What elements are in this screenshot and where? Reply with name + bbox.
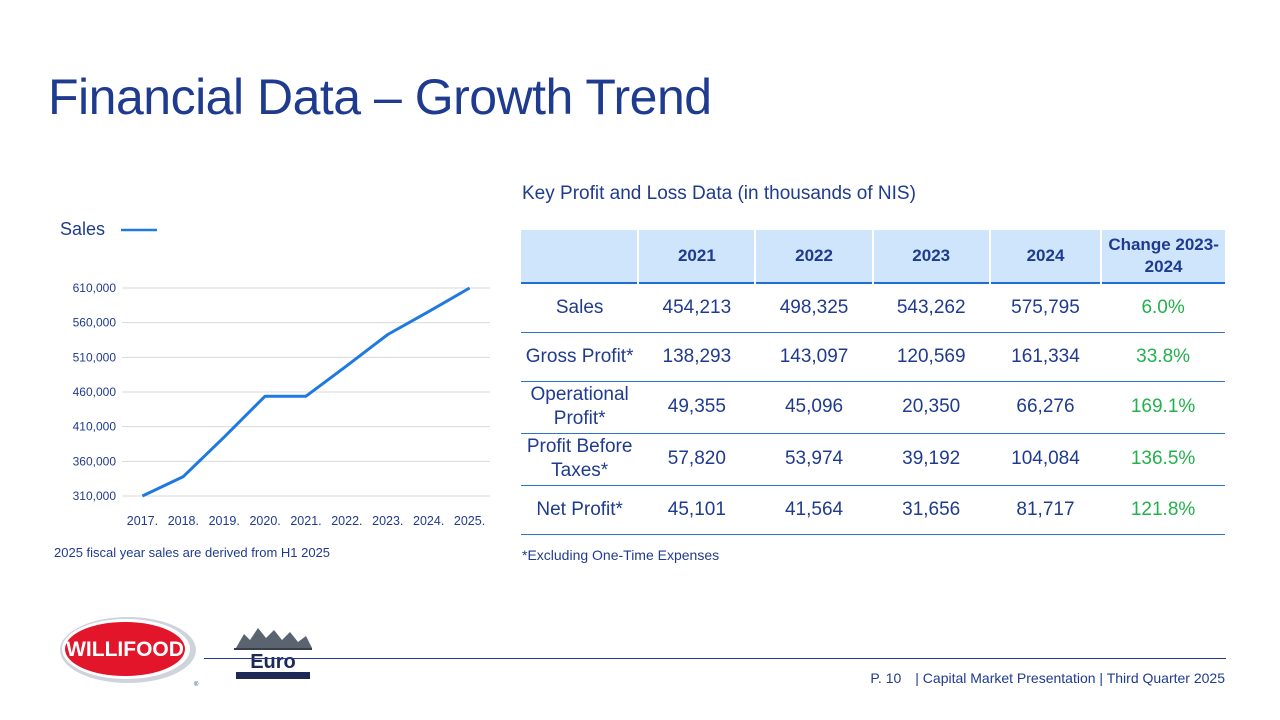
table-cell: 120,569 — [872, 332, 990, 382]
column-header: Change 2023-2024 — [1100, 230, 1225, 283]
y-tick-label: 410,000 — [73, 420, 117, 434]
change-cell: 121.8% — [1101, 485, 1225, 535]
svg-text:®: ® — [194, 681, 199, 688]
table-cell: 498,325 — [755, 283, 873, 333]
column-header: 2021 — [637, 230, 756, 283]
x-tick-label: 2023. — [372, 514, 403, 528]
x-tick-label: 2022. — [331, 514, 362, 528]
y-tick-label: 460,000 — [73, 385, 117, 399]
table-cell: 543,262 — [872, 283, 990, 333]
table-cell: 20,350 — [872, 381, 990, 434]
row-label: Sales — [521, 283, 639, 333]
row-label: Net Profit* — [521, 485, 639, 535]
x-tick-label: 2019. — [209, 514, 240, 528]
table-row: Sales 454,213 498,325 543,262 575,795 6.0% — [521, 283, 1225, 333]
header-blank — [521, 230, 639, 283]
table-footnote: *Excluding One-Time Expenses — [522, 547, 720, 563]
table-row: Gross Profit* 138,293 143,097 120,569 161,33… — [521, 332, 1225, 382]
table-header-row: 2021 2022 2023 2024 Change 2023-2024 — [521, 230, 1225, 283]
table-cell: 31,656 — [872, 485, 990, 535]
y-tick-label: 360,000 — [73, 454, 117, 468]
y-tick-label: 610,000 — [73, 281, 117, 295]
willifood-logo-text: WILLIFOOD — [66, 638, 184, 661]
chart-svg: Sales 310,000 360,000 410,000 460,000 510,000… — [60, 219, 490, 528]
table-cell: 49,355 — [638, 381, 756, 434]
change-cell: 33.8% — [1101, 332, 1225, 382]
table-cell: 41,564 — [755, 485, 873, 535]
column-header: 2024 — [988, 230, 1102, 283]
table-cell: 143,097 — [755, 332, 873, 382]
table-row: Profit Before Taxes* 57,820 53,974 39,192 10… — [521, 433, 1225, 486]
legend-label: Sales — [60, 219, 105, 239]
x-tick-label: 2017. — [127, 514, 158, 528]
table-cell: 57,820 — [638, 433, 756, 486]
footer-caption: | Capital Market Presentation | Third Qu… — [915, 670, 1225, 686]
x-tick-label: 2021. — [290, 514, 321, 528]
table-cell: 81,717 — [989, 485, 1102, 535]
table-cell: 138,293 — [638, 332, 756, 382]
profit-loss-table: 2021 2022 2023 2024 Change 2023-2024 Sales 45… — [521, 230, 1225, 535]
table-cell: 454,213 — [638, 283, 756, 333]
table-row: Operational Profit* 49,355 45,096 20,350 66,… — [521, 381, 1225, 434]
chart-note: 2025 fiscal year sales are derived from … — [54, 545, 331, 560]
y-tick-label: 560,000 — [73, 316, 117, 330]
sales-line-chart: Sales 310,000 360,000 410,000 460,000 510,000… — [40, 210, 510, 540]
page-number: P. 10 — [870, 670, 902, 686]
x-tick-label: 2025. — [454, 514, 485, 528]
row-label: Operational Profit* — [521, 381, 639, 434]
row-label: Gross Profit* — [521, 332, 639, 382]
table-cell: 161,334 — [989, 332, 1102, 382]
y-tick-label: 510,000 — [73, 350, 117, 364]
table-row: Net Profit* 45,101 41,564 31,656 81,717 121.8… — [521, 485, 1225, 535]
page-title: Financial Data – Growth Trend — [48, 69, 712, 125]
table-cell: 66,276 — [989, 381, 1102, 434]
y-tick-label: 310,000 — [73, 489, 117, 503]
column-header: 2022 — [754, 230, 873, 283]
x-tick-label: 2020. — [249, 514, 280, 528]
column-header: 2023 — [871, 230, 990, 283]
table-cell: 45,096 — [755, 381, 873, 434]
table-cell: 575,795 — [989, 283, 1102, 333]
footer-divider — [204, 658, 1226, 659]
table-cell: 53,974 — [755, 433, 873, 486]
table-caption: Key Profit and Loss Data (in thousands o… — [522, 183, 916, 204]
row-label: Profit Before Taxes* — [521, 433, 639, 486]
euro-logo-text: Euro — [250, 651, 296, 673]
x-tick-label: 2018. — [168, 514, 199, 528]
table-cell: 104,084 — [989, 433, 1102, 486]
table-cell: 45,101 — [638, 485, 756, 535]
change-cell: 6.0% — [1101, 283, 1225, 333]
change-cell: 136.5% — [1101, 433, 1225, 486]
footer: P. 10 | Capital Market Presentation | Thi… — [700, 670, 1225, 686]
table-cell: 39,192 — [872, 433, 990, 486]
x-tick-label: 2024. — [413, 514, 444, 528]
euro-logo: Euro — [230, 622, 316, 687]
willifood-logo: WILLIFOOD ® — [58, 616, 208, 693]
change-cell: 169.1% — [1101, 381, 1225, 434]
